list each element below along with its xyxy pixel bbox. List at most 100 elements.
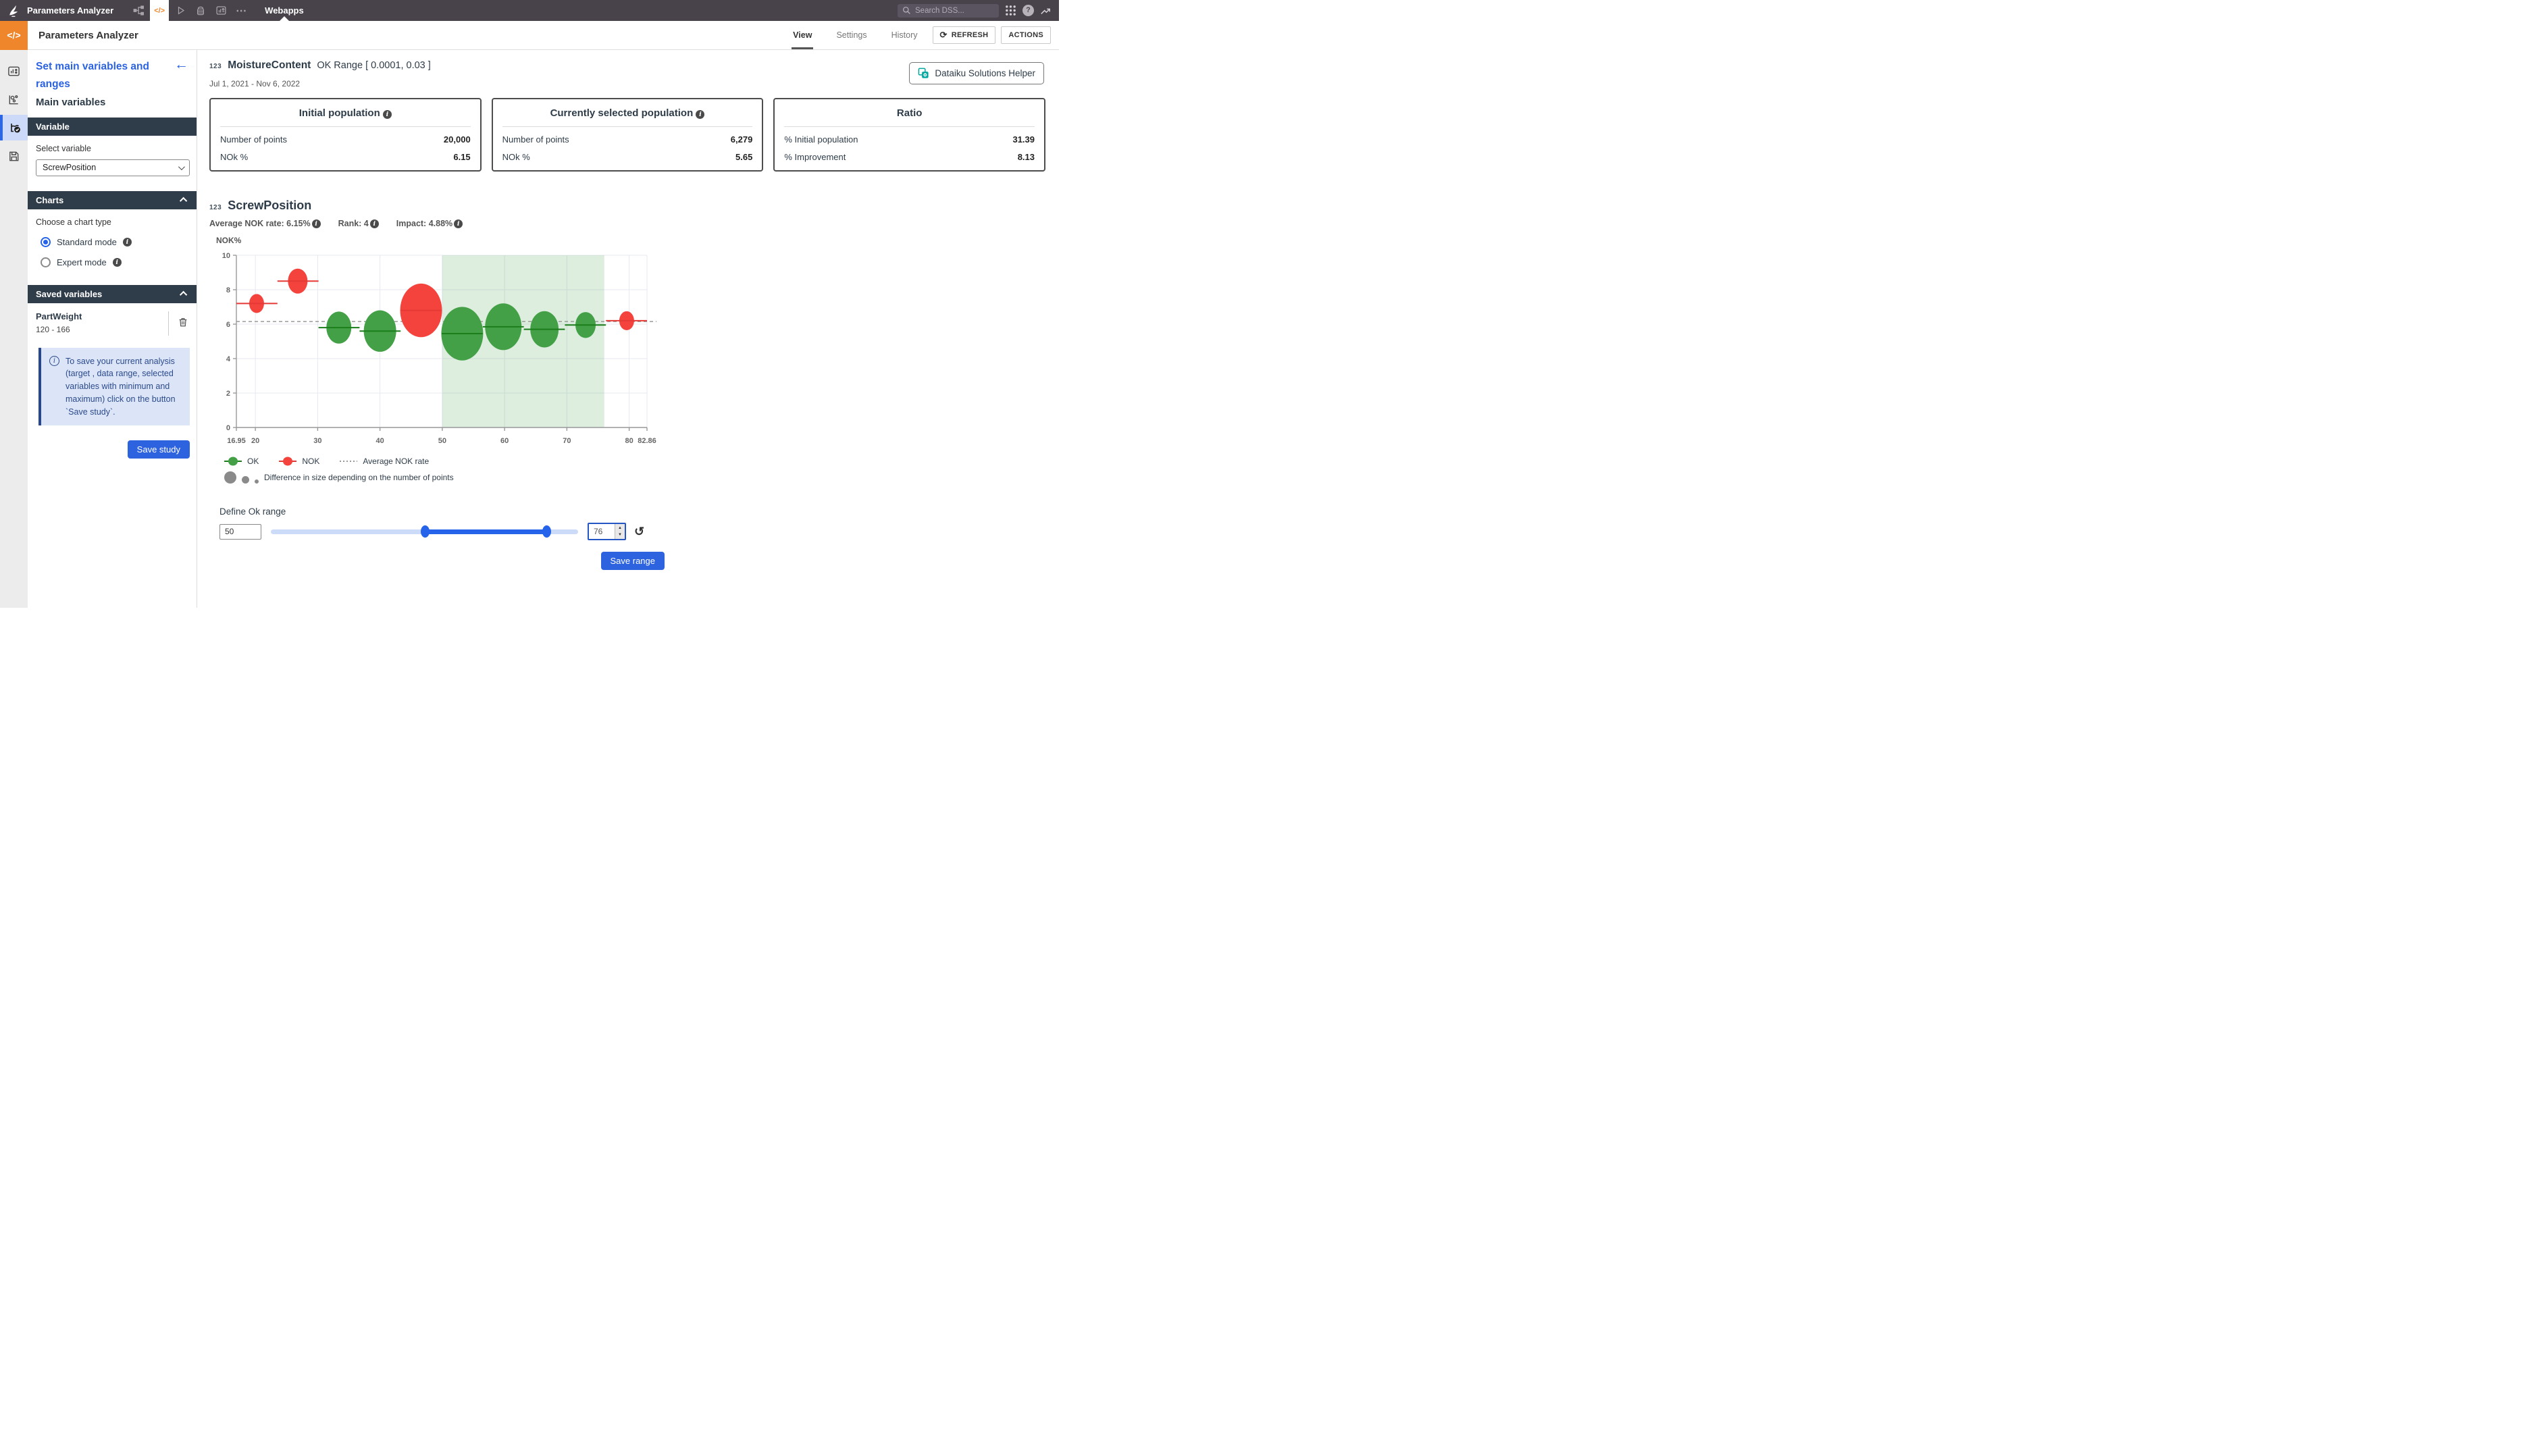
info-icon[interactable]: i bbox=[369, 219, 379, 228]
target-variable-name: MoistureContent bbox=[228, 59, 311, 71]
help-icon[interactable]: ? bbox=[1022, 5, 1034, 16]
code-glyph: </> bbox=[7, 30, 21, 41]
variable-section-title: Variable bbox=[36, 121, 70, 132]
chevron-up-icon bbox=[179, 197, 188, 205]
svg-text:30: 30 bbox=[313, 437, 321, 445]
save-study-hint-text: To save your current analysis (target , … bbox=[66, 356, 176, 417]
rail-save-icon[interactable] bbox=[0, 143, 28, 169]
info-icon[interactable]: i bbox=[112, 257, 122, 267]
notebook-icon[interactable] bbox=[190, 0, 211, 21]
range-min-input[interactable] bbox=[219, 523, 261, 540]
info-icon[interactable]: i bbox=[696, 110, 705, 119]
radio-unselected-icon bbox=[41, 257, 51, 267]
dss-search[interactable] bbox=[898, 3, 999, 18]
card-row-label: Number of points bbox=[220, 134, 287, 145]
svg-text:10: 10 bbox=[222, 252, 230, 260]
range-max-input[interactable] bbox=[589, 524, 615, 539]
navbar-right: ? bbox=[898, 3, 1059, 18]
saved-variable-range: 120 - 166 bbox=[36, 324, 70, 334]
save-study-button[interactable]: Save study bbox=[127, 440, 190, 459]
variable-select-value: ScrewPosition bbox=[43, 163, 97, 173]
radio-selected-icon bbox=[41, 236, 51, 247]
tab-view[interactable]: View bbox=[783, 21, 821, 49]
svg-text:6: 6 bbox=[226, 321, 230, 329]
rail-scatter-icon[interactable] bbox=[0, 86, 28, 112]
play-icon[interactable] bbox=[170, 0, 190, 21]
avg-legend-icon bbox=[340, 461, 358, 462]
card-row-label: NOk % bbox=[220, 152, 249, 162]
slider-handle-min[interactable] bbox=[421, 525, 430, 538]
rail-report-icon[interactable] bbox=[0, 58, 28, 84]
trend-arrow-icon[interactable] bbox=[1040, 5, 1051, 16]
refresh-icon: ⟳ bbox=[939, 30, 948, 40]
chevron-up-icon bbox=[179, 290, 188, 299]
search-icon bbox=[902, 6, 910, 14]
range-label: Define Ok range bbox=[219, 506, 286, 517]
tab-history[interactable]: History bbox=[891, 30, 918, 40]
stat-impact: Impact: 4.88% bbox=[396, 219, 453, 228]
info-icon[interactable]: i bbox=[454, 219, 463, 228]
trash-icon[interactable] bbox=[178, 317, 188, 330]
variable-select[interactable]: ScrewPosition bbox=[36, 159, 190, 176]
more-icon[interactable]: ⋯ bbox=[231, 0, 251, 21]
svg-text:20: 20 bbox=[251, 437, 259, 445]
apps-grid-icon[interactable] bbox=[1005, 5, 1016, 16]
charts-section-header[interactable]: Charts bbox=[28, 190, 197, 209]
svg-text:NOK%: NOK% bbox=[216, 236, 242, 245]
radio-expert-label: Expert mode bbox=[57, 257, 107, 267]
webapps-section-label[interactable]: Webapps bbox=[261, 0, 308, 21]
radio-expert-mode[interactable]: Expert mode i bbox=[41, 257, 188, 267]
actions-button[interactable]: ACTIONS bbox=[1001, 26, 1051, 44]
dataiku-bird-logo bbox=[9, 5, 18, 17]
project-title: Parameters Analyzer bbox=[27, 5, 114, 16]
solutions-helper-label: Dataiku Solutions Helper bbox=[935, 68, 1035, 78]
card-row-label: % Improvement bbox=[784, 152, 846, 162]
code-tab-icon[interactable]: </> bbox=[150, 0, 170, 21]
chart-type-label: Choose a chart type bbox=[36, 217, 111, 227]
solutions-helper-icon bbox=[918, 68, 929, 78]
save-range-button[interactable]: Save range bbox=[600, 552, 665, 570]
card-row-value: 8.13 bbox=[1017, 152, 1035, 162]
number-spinner[interactable]: ▲ ▼ bbox=[615, 524, 625, 539]
undo-icon[interactable]: ↺ bbox=[634, 524, 645, 538]
charts-section-title: Charts bbox=[36, 194, 64, 205]
info-outline-icon: i bbox=[49, 355, 59, 366]
svg-text:2: 2 bbox=[226, 390, 230, 398]
kpi-cards: Initial population i Number of points 20,… bbox=[209, 98, 1046, 172]
bubble-chart[interactable]: NOK% 0 2 4 6 8 10 16.95 20 30 40 50 60 70 80 82.86 bbox=[209, 232, 666, 455]
solutions-helper-button[interactable]: Dataiku Solutions Helper bbox=[909, 62, 1044, 84]
chevron-down-icon bbox=[178, 163, 185, 170]
numeric-type-badge: 123 bbox=[209, 204, 222, 211]
webapp-tile-icon: </> bbox=[0, 20, 28, 50]
panel-title-link[interactable]: Set main variables and ranges bbox=[36, 61, 149, 90]
dashboard-icon[interactable] bbox=[211, 0, 231, 21]
actions-label: ACTIONS bbox=[1008, 31, 1043, 39]
date-range: Jul 1, 2021 - Nov 6, 2022 bbox=[209, 79, 301, 88]
main-content: 123 MoistureContent OK Range [ 0.0001, 0… bbox=[197, 50, 1059, 608]
svg-text:40: 40 bbox=[376, 437, 384, 445]
slider-active-segment[interactable] bbox=[425, 529, 546, 534]
collapse-panel-icon[interactable]: ← bbox=[174, 57, 188, 72]
flow-icon[interactable] bbox=[128, 0, 149, 21]
rail-analysis-icon[interactable] bbox=[0, 115, 28, 140]
radio-standard-mode[interactable]: Standard mode i bbox=[41, 236, 188, 247]
saved-variables-section-header[interactable]: Saved variables bbox=[28, 284, 197, 303]
svg-text:0: 0 bbox=[226, 424, 230, 432]
svg-text:60: 60 bbox=[500, 437, 509, 445]
search-input[interactable] bbox=[915, 6, 989, 15]
info-icon[interactable]: i bbox=[382, 110, 392, 119]
info-icon[interactable]: i bbox=[311, 219, 321, 228]
spinner-down-icon[interactable]: ▼ bbox=[618, 532, 622, 537]
spinner-up-icon[interactable]: ▲ bbox=[618, 526, 622, 531]
refresh-button[interactable]: ⟳ REFRESH bbox=[932, 26, 996, 44]
code-glyph: </> bbox=[154, 6, 165, 15]
saved-variable-item: PartWeight 120 - 166 bbox=[28, 303, 197, 336]
info-icon[interactable]: i bbox=[122, 237, 132, 246]
ok-range-slider[interactable] bbox=[271, 523, 578, 540]
svg-text:50: 50 bbox=[438, 437, 446, 445]
size-legend-large-dot bbox=[224, 471, 236, 484]
slider-handle-max[interactable] bbox=[542, 525, 551, 538]
size-legend-small-dot bbox=[255, 479, 259, 484]
tab-settings[interactable]: Settings bbox=[836, 30, 867, 40]
refresh-label: REFRESH bbox=[951, 31, 989, 39]
